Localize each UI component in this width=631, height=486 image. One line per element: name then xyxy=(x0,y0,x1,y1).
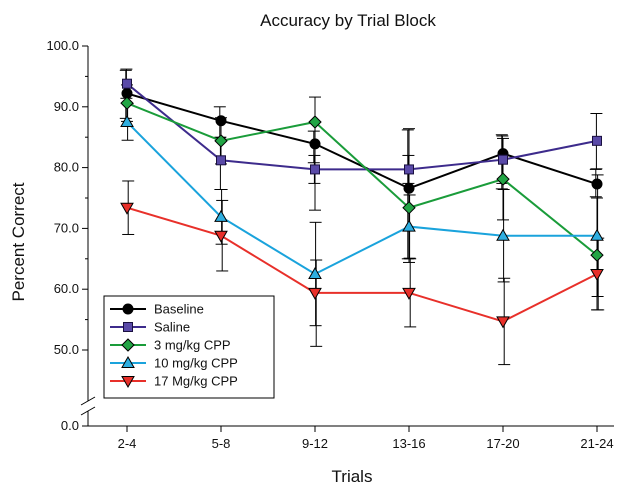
data-point xyxy=(120,114,134,127)
data-point xyxy=(496,228,510,241)
series-line xyxy=(126,206,598,323)
legend-label: Saline xyxy=(154,320,190,335)
y-tick-label: 80.0 xyxy=(54,160,79,175)
legend: Baseline Saline 3 mg/kg CPP 10 mg/kg CPP 17 … xyxy=(103,295,275,399)
x-tick-label: 13-16 xyxy=(392,436,425,451)
x-tick-label: 9-12 xyxy=(302,436,328,451)
plot-area xyxy=(119,68,605,366)
data-point xyxy=(590,228,604,241)
data-point xyxy=(498,154,508,165)
legend-item: 3 mg/kg CPP xyxy=(110,338,231,353)
data-point xyxy=(310,164,320,175)
legend-item: 17 Mg/kg CPP xyxy=(110,374,238,389)
data-point xyxy=(120,202,134,215)
data-point xyxy=(496,172,510,186)
axis-break-mark xyxy=(80,396,96,406)
data-point xyxy=(122,78,132,89)
x-tick-label: 2-4 xyxy=(118,436,137,451)
data-point xyxy=(403,182,415,194)
x-tick-label: 17-20 xyxy=(486,436,519,451)
legend-marker xyxy=(121,338,135,352)
y-tick-label: 0.0 xyxy=(61,418,79,433)
data-point xyxy=(402,287,416,300)
legend-label: Baseline xyxy=(154,302,204,317)
series-line xyxy=(126,102,598,256)
y-tick-label: 70.0 xyxy=(54,220,79,235)
y-tick-label: 50.0 xyxy=(54,342,79,357)
series-4 xyxy=(120,202,604,329)
legend-item: 10 mg/kg CPP xyxy=(110,356,238,371)
data-point xyxy=(216,155,226,166)
legend-marker xyxy=(121,376,135,389)
legend-label: 3 mg/kg CPP xyxy=(154,338,231,353)
series-line xyxy=(126,121,597,276)
data-point xyxy=(215,115,227,127)
axes: 0.0 50.0 60.0 70.0 80.0 90.0 100.0 2-4 5-8 9-12 13… xyxy=(46,38,614,451)
axis-break-mark xyxy=(80,406,96,416)
series-1 xyxy=(122,78,602,175)
series-3 xyxy=(120,114,604,279)
data-point xyxy=(402,219,416,232)
legend-item: Saline xyxy=(110,320,190,335)
y-tick-label: 90.0 xyxy=(54,99,79,114)
data-point xyxy=(496,316,510,329)
series-line xyxy=(126,82,598,171)
data-point xyxy=(308,287,322,300)
data-point xyxy=(402,201,416,215)
data-point xyxy=(308,266,322,279)
legend-marker xyxy=(122,303,134,315)
data-point xyxy=(308,115,322,129)
x-tick-label: 21-24 xyxy=(580,436,613,451)
data-point xyxy=(214,209,228,222)
x-axis-label: Trials xyxy=(332,467,373,486)
data-point xyxy=(404,164,414,175)
legend-item: Baseline xyxy=(110,302,204,317)
data-point xyxy=(592,135,602,146)
x-tick-label: 5-8 xyxy=(212,436,231,451)
legend-label: 17 Mg/kg CPP xyxy=(154,374,238,389)
legend-marker xyxy=(121,355,135,368)
data-point xyxy=(120,96,134,110)
y-axis-label: Percent Correct xyxy=(9,182,28,301)
data-point xyxy=(309,138,321,150)
series-2 xyxy=(120,96,604,262)
data-point xyxy=(590,248,604,262)
error-bars-2 xyxy=(121,84,603,311)
y-tick-label: 60.0 xyxy=(54,281,79,296)
data-point xyxy=(591,178,603,190)
y-tick-label: 100.0 xyxy=(46,38,79,53)
legend-label: 10 mg/kg CPP xyxy=(154,356,238,371)
legend-marker xyxy=(123,322,133,332)
data-point xyxy=(214,134,228,148)
data-point xyxy=(590,269,604,282)
data-point xyxy=(214,230,228,243)
chart-title: Accuracy by Trial Block xyxy=(260,11,436,30)
series-0 xyxy=(121,87,603,194)
